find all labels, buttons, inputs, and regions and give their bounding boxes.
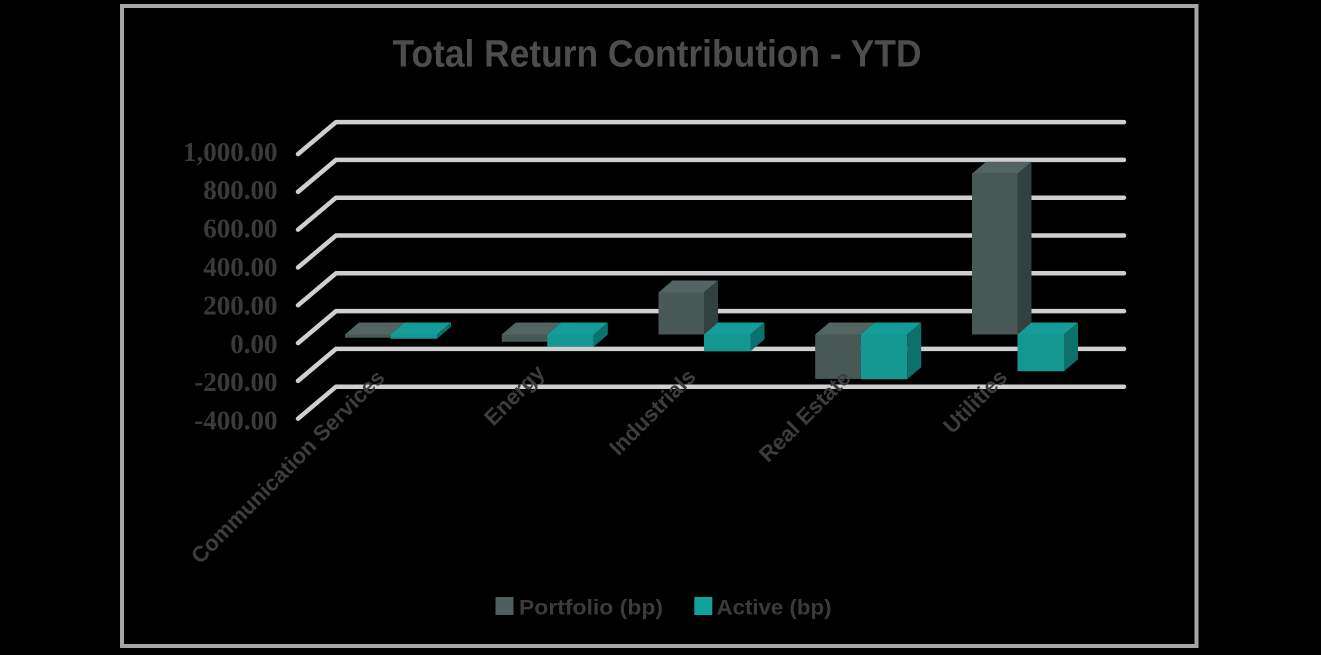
svg-text:400.00: 400.00 [203, 252, 277, 282]
svg-text:-200.00: -200.00 [194, 367, 277, 397]
svg-text:800.00: 800.00 [203, 175, 277, 205]
svg-text:-400.00: -400.00 [194, 406, 277, 436]
svg-text:600.00: 600.00 [203, 214, 277, 244]
svg-text:Total Return Contribution - YT: Total Return Contribution - YTD [393, 34, 922, 76]
svg-text:200.00: 200.00 [203, 290, 277, 320]
svg-text:Active (bp): Active (bp) [717, 597, 832, 620]
svg-text:1,000.00: 1,000.00 [183, 137, 278, 167]
svg-text:Portfolio (bp): Portfolio (bp) [519, 597, 663, 620]
svg-text:0.00: 0.00 [230, 329, 277, 359]
